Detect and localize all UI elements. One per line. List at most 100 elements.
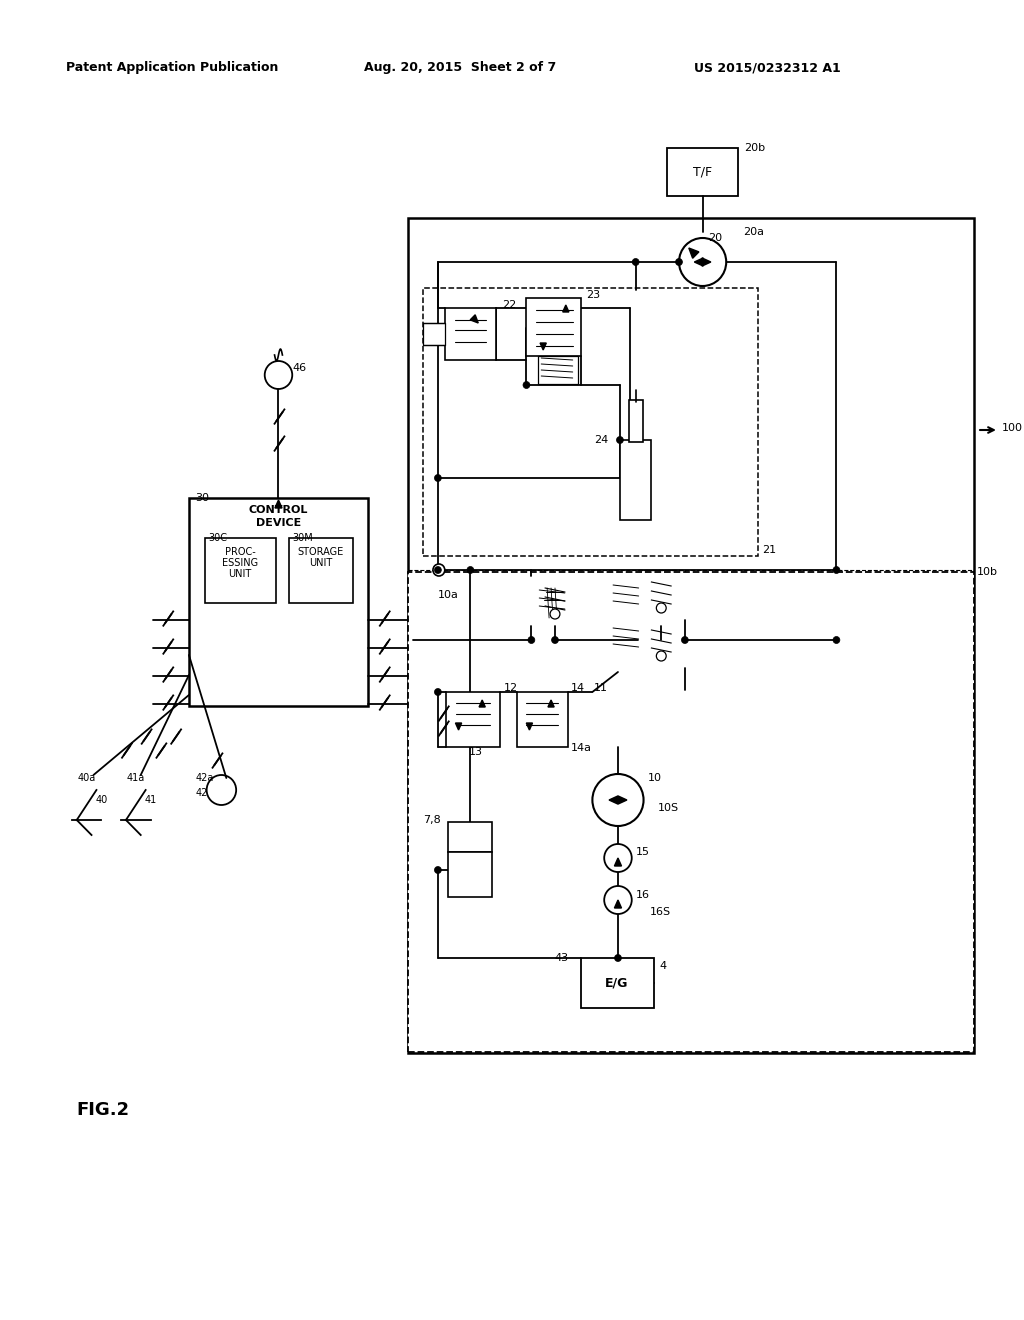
Text: 41: 41 <box>144 795 157 805</box>
Circle shape <box>433 564 444 576</box>
Text: 43: 43 <box>555 953 568 964</box>
Circle shape <box>681 636 688 644</box>
Text: 12: 12 <box>504 682 518 693</box>
Polygon shape <box>614 858 622 866</box>
Circle shape <box>523 381 529 388</box>
Text: 21: 21 <box>762 545 776 554</box>
Text: 22: 22 <box>502 300 516 310</box>
Circle shape <box>604 886 632 913</box>
Bar <box>531 579 572 624</box>
Text: STORAGE: STORAGE <box>298 546 344 557</box>
Polygon shape <box>618 796 627 804</box>
Text: 20b: 20b <box>743 143 765 153</box>
Bar <box>605 618 646 663</box>
Polygon shape <box>694 257 703 267</box>
Text: FIG.2: FIG.2 <box>77 1101 130 1119</box>
Text: 16S: 16S <box>649 907 671 917</box>
Text: 24: 24 <box>594 436 608 445</box>
Bar <box>409 218 974 1053</box>
Circle shape <box>656 603 667 612</box>
Text: 10: 10 <box>647 774 662 783</box>
Text: 100: 100 <box>1001 422 1023 433</box>
Bar <box>539 356 578 384</box>
Polygon shape <box>526 723 532 730</box>
Polygon shape <box>563 305 569 312</box>
Bar <box>581 958 654 1008</box>
Text: E/G: E/G <box>605 977 629 990</box>
Bar <box>189 498 368 706</box>
Text: 13: 13 <box>468 747 482 756</box>
Text: 20a: 20a <box>743 227 764 238</box>
Text: T/F: T/F <box>693 165 712 178</box>
Circle shape <box>434 474 441 482</box>
Circle shape <box>604 843 632 873</box>
Text: 40: 40 <box>95 795 108 805</box>
Bar <box>409 572 974 1052</box>
Bar <box>290 539 353 603</box>
Text: 30C: 30C <box>209 533 227 543</box>
Bar <box>447 851 492 898</box>
Bar <box>638 618 685 671</box>
Text: CONTROL: CONTROL <box>249 506 308 515</box>
Text: 30: 30 <box>195 492 209 503</box>
Text: Patent Application Publication: Patent Application Publication <box>66 62 279 74</box>
Bar <box>423 288 758 556</box>
Circle shape <box>616 437 624 444</box>
Text: 10b: 10b <box>977 568 998 577</box>
Circle shape <box>833 566 840 573</box>
Text: 11: 11 <box>593 682 607 693</box>
Circle shape <box>552 636 558 644</box>
Text: 14: 14 <box>570 682 585 693</box>
Text: 4: 4 <box>659 961 667 972</box>
Circle shape <box>632 259 639 265</box>
Text: 42a: 42a <box>196 774 214 783</box>
Circle shape <box>207 775 237 805</box>
Text: 30M: 30M <box>292 533 313 543</box>
Circle shape <box>679 238 726 286</box>
Circle shape <box>265 360 292 389</box>
Bar <box>629 400 643 442</box>
Text: 10a: 10a <box>438 590 459 601</box>
Bar <box>205 539 275 603</box>
Bar <box>638 570 685 620</box>
Bar <box>526 298 581 356</box>
Text: 46: 46 <box>292 363 306 374</box>
Text: 41a: 41a <box>127 774 145 783</box>
Circle shape <box>614 954 622 961</box>
Polygon shape <box>540 343 546 350</box>
Circle shape <box>528 636 535 644</box>
Circle shape <box>550 609 560 619</box>
Text: UNIT: UNIT <box>228 569 252 579</box>
Text: ESSING: ESSING <box>222 558 258 568</box>
Bar <box>447 822 492 851</box>
Polygon shape <box>702 257 711 267</box>
Text: DEVICE: DEVICE <box>256 517 301 528</box>
Text: Aug. 20, 2015  Sheet 2 of 7: Aug. 20, 2015 Sheet 2 of 7 <box>365 62 557 74</box>
Circle shape <box>833 636 840 644</box>
Text: 20: 20 <box>709 234 723 243</box>
Text: 7,8: 7,8 <box>423 814 441 825</box>
Text: 42: 42 <box>196 788 208 799</box>
Bar <box>620 440 651 520</box>
Bar <box>605 576 646 620</box>
Text: 15: 15 <box>636 847 649 857</box>
Bar <box>445 692 500 747</box>
Bar <box>531 576 579 626</box>
Bar <box>517 692 567 747</box>
Polygon shape <box>609 796 617 804</box>
Bar <box>423 323 444 345</box>
Polygon shape <box>456 723 462 730</box>
Text: 40a: 40a <box>78 774 95 783</box>
Polygon shape <box>274 500 282 508</box>
Polygon shape <box>470 314 478 323</box>
Text: 23: 23 <box>587 290 601 300</box>
Text: 16: 16 <box>636 890 649 900</box>
Bar <box>668 148 738 195</box>
Circle shape <box>467 566 474 573</box>
Circle shape <box>434 866 441 874</box>
Polygon shape <box>479 700 485 708</box>
Text: PROC-: PROC- <box>224 546 255 557</box>
Circle shape <box>593 774 643 826</box>
Polygon shape <box>548 700 554 708</box>
Text: 14a: 14a <box>570 743 592 752</box>
